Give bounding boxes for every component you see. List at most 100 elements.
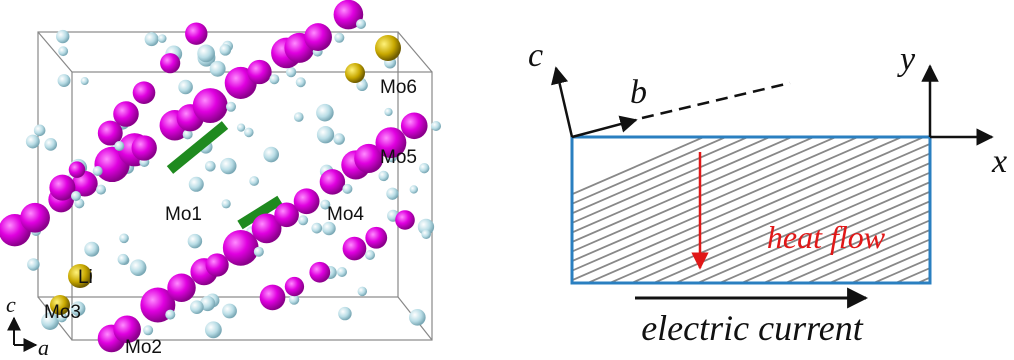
atom-li-small — [263, 147, 279, 163]
atom-label: Mo2 — [125, 337, 162, 358]
atom-li-small — [81, 77, 89, 85]
hatch-line — [714, 130, 1014, 295]
atom-li-small — [118, 254, 129, 265]
atom-mo — [247, 60, 271, 84]
atom-li-small — [220, 158, 236, 174]
axis-label: a — [38, 335, 49, 360]
atom-mo — [206, 253, 229, 276]
dashed-line — [642, 83, 790, 118]
atom-li-small — [386, 188, 398, 200]
atom-mo — [365, 227, 387, 249]
atom-o — [254, 247, 264, 257]
atom-li-small — [222, 199, 231, 208]
atom-mo — [113, 101, 139, 127]
hatch-line — [692, 130, 1014, 295]
atom-li-small — [197, 45, 215, 63]
atom-o — [143, 325, 153, 335]
atom-label: Li — [78, 267, 93, 288]
atom-mo — [160, 53, 180, 73]
atom-mo — [285, 277, 304, 296]
atom-mo — [223, 230, 259, 266]
crystal-structure — [0, 0, 441, 352]
atom-label: Mo4 — [327, 204, 364, 225]
atom-li-small — [188, 234, 202, 248]
atom-mo — [185, 23, 207, 45]
atom-li-small — [210, 61, 226, 77]
atom-li-small — [384, 108, 392, 116]
atom-mo — [309, 262, 330, 283]
atom-li-small — [190, 300, 204, 314]
atom-li-small — [84, 242, 99, 257]
atom-label: Mo3 — [44, 302, 81, 323]
atom-o — [165, 310, 175, 320]
atom-li-small — [409, 309, 426, 326]
atom-li-small — [130, 259, 147, 276]
atom-mo — [401, 112, 428, 139]
atom-li-small — [56, 30, 69, 43]
atom-li-small — [421, 229, 431, 239]
atom-li-small — [222, 304, 237, 319]
atom-o — [356, 19, 366, 29]
atom-mo — [260, 285, 286, 311]
atom-o — [93, 166, 103, 176]
atom-o — [298, 215, 308, 225]
atom-mo — [133, 81, 156, 104]
atom-li-small — [58, 46, 68, 56]
hatch-line — [648, 130, 1014, 295]
atom-li-small — [317, 126, 334, 143]
atom-li-small — [311, 223, 322, 234]
atom-li-small — [189, 177, 204, 192]
atom-mo — [343, 237, 367, 261]
atom-li-small — [316, 104, 334, 122]
atom-yellow — [375, 35, 401, 61]
axis-indicator — [14, 318, 36, 345]
atom-label: Mo5 — [380, 147, 417, 168]
atom-li-small — [338, 307, 351, 320]
atom-mo — [167, 274, 195, 302]
atom-li-small — [220, 44, 232, 56]
atom-o — [334, 33, 344, 43]
atom-li-small — [237, 124, 245, 132]
atom-mo — [294, 188, 320, 214]
axis-label: c — [6, 292, 16, 317]
atom-mo — [132, 135, 157, 160]
atom-li-small — [27, 258, 40, 271]
axis-arrow — [556, 68, 572, 137]
atom-li-small — [205, 321, 222, 338]
hatch-line — [736, 130, 1014, 295]
schematic — [340, 66, 1014, 298]
atom-li-small — [205, 161, 216, 172]
atom-label: Mo1 — [165, 204, 202, 225]
hatch-line — [802, 130, 1014, 295]
axis-arrow — [572, 120, 636, 137]
atom-mo — [395, 210, 415, 230]
atom-o — [365, 250, 375, 260]
figure: c a Mo6 Mo5 Mo4 Mo1 Li Mo3 Mo2 c b y x h… — [0, 0, 1014, 360]
atom-li-small — [378, 171, 388, 181]
atom-li-small — [410, 185, 418, 193]
heat-flow-label: heat flow — [767, 219, 886, 255]
atom-li-small — [26, 135, 40, 149]
atom-mo — [304, 23, 332, 51]
atom-li-small — [419, 163, 429, 173]
atom-li-small — [58, 74, 71, 87]
atom-o — [226, 102, 236, 112]
atom-li-small — [158, 34, 167, 43]
axis-label: b — [630, 74, 647, 111]
hatching — [340, 130, 1014, 295]
atom-mo — [69, 161, 86, 178]
atom-li-small — [34, 125, 46, 137]
atom-mo — [20, 203, 50, 233]
axis-label: y — [897, 41, 916, 78]
atom-o — [96, 185, 106, 195]
atom-o — [431, 121, 441, 131]
atom-li-small — [249, 176, 259, 186]
axis-label: x — [991, 143, 1007, 180]
atom-label: Mo6 — [380, 77, 417, 98]
atom-o — [269, 74, 279, 84]
atom-li-small — [145, 32, 159, 46]
atom-o — [342, 184, 352, 194]
atom-li-small — [44, 138, 57, 151]
atom-li-small — [178, 80, 193, 95]
atom-li-small — [119, 234, 129, 244]
